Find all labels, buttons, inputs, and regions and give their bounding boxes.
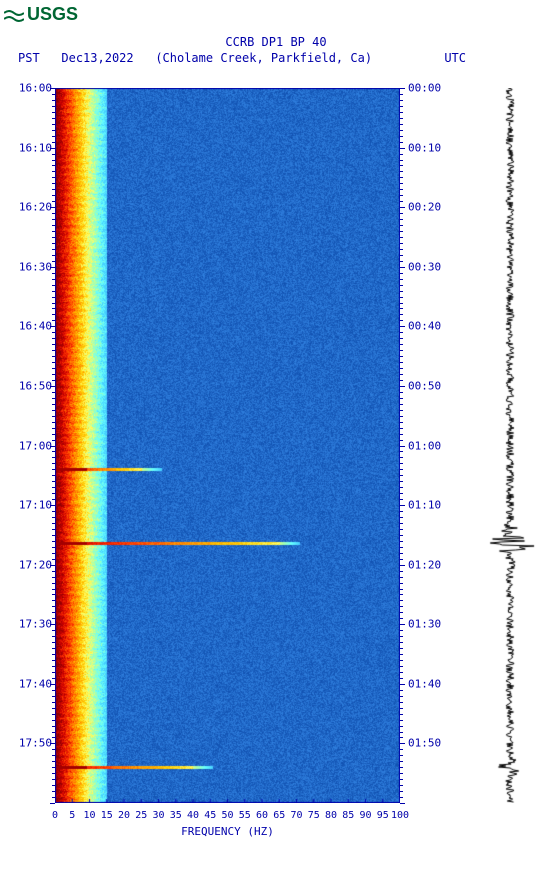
location: (Cholame Creek, Parkfield, Ca) (155, 51, 372, 65)
logo-text: USGS (27, 4, 78, 25)
freq-tick: 65 (273, 810, 285, 821)
spectrogram-plot (55, 88, 400, 803)
utc-label: 00:20 (408, 201, 441, 214)
chart-header: CCRB DP1 BP 40 PST Dec13,2022 (Cholame C… (0, 35, 552, 65)
freq-tick: 90 (359, 810, 371, 821)
utc-label: 00:40 (408, 320, 441, 333)
freq-tick: 15 (101, 810, 113, 821)
utc-label: 01:50 (408, 737, 441, 750)
pst-label: 16:50 (19, 379, 52, 392)
freq-tick: 80 (325, 810, 337, 821)
pst-label: 17:10 (19, 499, 52, 512)
freq-tick: 70 (290, 810, 302, 821)
pst-label: 17:40 (19, 677, 52, 690)
freq-tick: 85 (342, 810, 354, 821)
seismogram-canvas (480, 88, 540, 803)
freq-tick: 30 (152, 810, 164, 821)
left-tz: PST (18, 51, 40, 65)
utc-label: 01:20 (408, 558, 441, 571)
freq-tick: 40 (187, 810, 199, 821)
frequency-axis-label: FREQUENCY (HZ) (55, 825, 400, 838)
utc-label: 01:10 (408, 499, 441, 512)
pst-time-axis: 16:0016:1016:2016:3016:4016:5017:0017:10… (12, 88, 54, 803)
utc-label: 01:30 (408, 618, 441, 631)
usgs-wave-icon (4, 7, 24, 23)
utc-label: 01:00 (408, 439, 441, 452)
pst-label: 17:30 (19, 618, 52, 631)
freq-tick: 35 (170, 810, 182, 821)
freq-tick: 0 (52, 810, 58, 821)
pst-label: 17:50 (19, 737, 52, 750)
pst-label: 16:30 (19, 260, 52, 273)
right-tz: UTC (444, 51, 466, 65)
freq-tick: 10 (83, 810, 95, 821)
freq-tick: 100 (391, 810, 409, 821)
seismogram-trace (480, 88, 540, 803)
freq-tick: 20 (118, 810, 130, 821)
freq-tick: 5 (69, 810, 75, 821)
right-ticks (400, 88, 405, 803)
pst-label: 16:20 (19, 201, 52, 214)
pst-label: 17:00 (19, 439, 52, 452)
utc-label: 00:10 (408, 141, 441, 154)
pst-label: 16:00 (19, 82, 52, 95)
utc-label: 01:40 (408, 677, 441, 690)
chart-title: CCRB DP1 BP 40 (0, 35, 552, 49)
freq-tick: 25 (135, 810, 147, 821)
usgs-logo: USGS (4, 4, 78, 25)
utc-label: 00:50 (408, 379, 441, 392)
date: Dec13,2022 (61, 51, 133, 65)
utc-label: 00:00 (408, 82, 441, 95)
utc-label: 00:30 (408, 260, 441, 273)
pst-label: 17:20 (19, 558, 52, 571)
freq-tick: 50 (221, 810, 233, 821)
chart-subtitle: PST Dec13,2022 (Cholame Creek, Parkfield… (0, 51, 552, 65)
freq-tick: 75 (308, 810, 320, 821)
utc-time-axis: 00:0000:1000:2000:3000:4000:5001:0001:10… (406, 88, 446, 803)
pst-label: 16:40 (19, 320, 52, 333)
freq-tick: 55 (239, 810, 251, 821)
freq-tick: 45 (204, 810, 216, 821)
pst-label: 16:10 (19, 141, 52, 154)
freq-tick: 95 (377, 810, 389, 821)
freq-tick: 60 (256, 810, 268, 821)
spectrogram-canvas (55, 88, 400, 803)
